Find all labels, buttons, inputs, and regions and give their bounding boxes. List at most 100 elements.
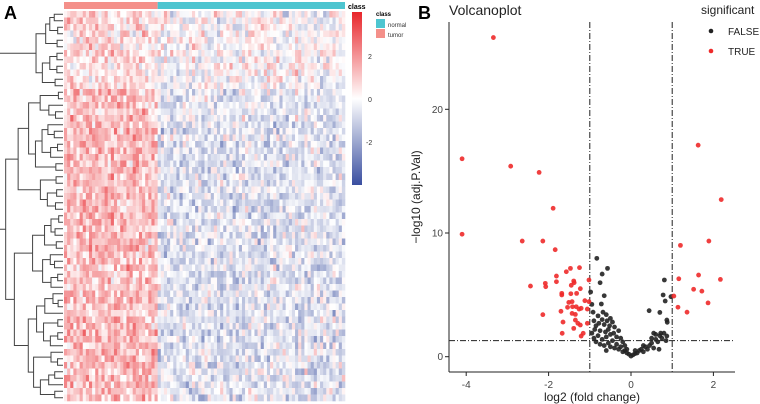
heatmap-cell	[220, 245, 224, 252]
heatmap-cell	[229, 24, 233, 31]
heatmap-cell	[298, 63, 302, 70]
heatmap-cell	[341, 76, 346, 83]
heatmap-cell	[220, 206, 224, 213]
heatmap-cell	[220, 82, 224, 90]
heatmap-cell	[241, 251, 246, 259]
heatmap-cell	[266, 329, 271, 337]
heatmap-cell	[310, 89, 315, 96]
heatmap-cell	[204, 115, 208, 122]
heatmap-cell	[145, 102, 149, 109]
heatmap-cell	[188, 362, 193, 369]
heatmap-cell	[207, 219, 212, 226]
heatmap-cell	[310, 167, 315, 174]
heatmap-cell	[182, 297, 187, 304]
heatmap-cell	[151, 349, 155, 356]
heatmap-cell	[210, 284, 215, 291]
heatmap-cell	[160, 50, 165, 57]
heatmap-cell	[126, 251, 130, 259]
heatmap-cell	[260, 180, 265, 187]
heatmap-cell	[216, 238, 221, 246]
heatmap-cell	[107, 284, 112, 291]
heatmap-cell	[320, 121, 324, 129]
heatmap-cell	[73, 115, 77, 122]
heatmap-cell	[67, 160, 71, 168]
heatmap-cell	[79, 316, 84, 324]
heatmap-cell	[70, 160, 74, 168]
heatmap-cell	[226, 89, 230, 96]
heatmap-cell	[110, 76, 115, 83]
heatmap-cell	[307, 128, 311, 135]
heatmap-cell	[273, 186, 277, 194]
heatmap-cell	[338, 355, 343, 363]
heatmap-cell	[67, 43, 71, 51]
heatmap-cell	[235, 225, 240, 233]
heatmap-cell	[251, 232, 255, 239]
heatmap-cell	[335, 355, 340, 363]
heatmap-cell	[195, 258, 199, 265]
heatmap-cell	[316, 303, 321, 311]
heatmap-cell	[117, 225, 121, 233]
heatmap-cell	[167, 30, 171, 38]
heatmap-cell	[341, 69, 346, 77]
heatmap-cell	[260, 329, 265, 337]
heatmap-cell	[245, 24, 249, 31]
heatmap-cell	[332, 37, 336, 44]
heatmap-cell	[223, 297, 227, 304]
heatmap-cell	[79, 225, 84, 233]
heatmap-cell	[79, 277, 84, 285]
heatmap-cell	[273, 316, 277, 324]
heatmap-cell	[157, 24, 162, 31]
heatmap-cell	[229, 310, 233, 317]
heatmap-cell	[310, 290, 315, 298]
heatmap-cell	[113, 362, 118, 369]
heatmap-cell	[145, 258, 149, 265]
heatmap-cell	[295, 290, 299, 298]
heatmap-cell	[163, 290, 168, 298]
heatmap-cell	[229, 50, 233, 57]
heatmap-cell	[216, 336, 221, 343]
heatmap-cell	[98, 284, 102, 291]
heatmap-cell	[329, 219, 333, 226]
heatmap-cell	[276, 238, 280, 246]
heatmap-cell	[142, 193, 146, 200]
heatmap-cell	[307, 180, 311, 187]
heatmap-cell	[320, 336, 324, 343]
heatmap-cell	[248, 264, 252, 272]
heatmap-cell	[64, 323, 68, 330]
heatmap-cell	[173, 108, 177, 116]
heatmap-cell	[298, 271, 302, 278]
heatmap-cell	[232, 82, 237, 90]
heatmap-cell	[320, 128, 324, 135]
heatmap-cell	[113, 160, 118, 168]
heatmap-cell	[64, 147, 68, 155]
heatmap-cell	[220, 121, 224, 129]
heatmap-cell	[173, 232, 177, 239]
heatmap-cell	[223, 154, 227, 161]
heatmap-cell	[176, 167, 180, 174]
heatmap-cell	[316, 258, 321, 265]
heatmap-cell	[285, 121, 290, 129]
heatmap-cell	[148, 173, 152, 181]
heatmap-cell	[157, 167, 162, 174]
heatmap-cell	[238, 323, 243, 330]
heatmap-cell	[163, 69, 168, 77]
heatmap-cell	[288, 121, 293, 129]
heatmap-cell	[173, 303, 177, 311]
heatmap-cell	[304, 349, 308, 356]
heatmap-cell	[76, 264, 80, 272]
heatmap-cell	[326, 17, 330, 25]
heatmap-cell	[160, 17, 165, 25]
heatmap-cell	[254, 11, 258, 18]
heatmap-cell	[241, 310, 246, 317]
heatmap-cell	[117, 115, 121, 122]
heatmap-cell	[329, 102, 333, 109]
heatmap-cell	[220, 115, 224, 122]
heatmap-cell	[129, 310, 133, 317]
dendrogram-branch	[54, 371, 63, 379]
heatmap-cell	[176, 245, 180, 252]
heatmap-cell	[110, 43, 115, 51]
heatmap-cell	[123, 30, 127, 38]
heatmap-cell	[257, 362, 261, 369]
heatmap-cell	[273, 147, 277, 155]
heatmap-cell	[338, 199, 343, 207]
